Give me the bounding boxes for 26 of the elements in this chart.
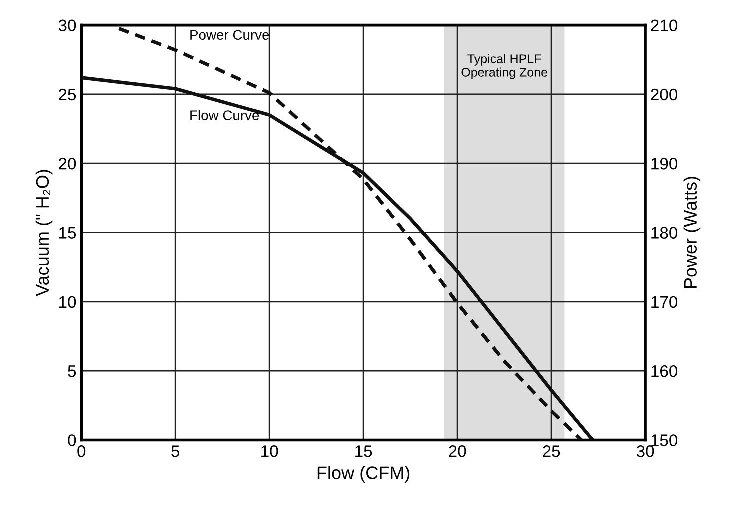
band-label: Typical HPLF Operating Zone xyxy=(462,54,548,80)
y-tick-label: 25 xyxy=(59,88,76,101)
y-tick-label: 10 xyxy=(59,296,76,308)
x-tick-label: 10 xyxy=(262,446,278,458)
y2-tick-label: 170 xyxy=(652,296,678,308)
y2-tick-label: 160 xyxy=(652,365,678,378)
x-tick-label: 0 xyxy=(78,446,86,458)
x-tick-label: 5 xyxy=(172,446,180,458)
y-tick-label: 0 xyxy=(68,434,76,446)
y2-tick-label: 180 xyxy=(652,227,678,239)
y-tick-label: 15 xyxy=(59,227,76,239)
x-tick-label: 15 xyxy=(356,446,372,458)
y2-tick-label: 210 xyxy=(651,20,678,32)
series-label: Flow Curve xyxy=(190,110,260,120)
y2-axis-title: Power (Watts) xyxy=(684,177,701,288)
x-tick-label: 20 xyxy=(449,446,466,458)
x-tick-label: 25 xyxy=(543,446,560,458)
y2-tick-label: 150 xyxy=(652,434,678,446)
y-tick-label: 30 xyxy=(58,20,76,32)
y-axis-title: Vacuum (" H₂O) xyxy=(36,170,53,296)
x-tick-label: 30 xyxy=(636,446,654,458)
y2-tick-label: 190 xyxy=(652,158,678,170)
y2-tick-label: 200 xyxy=(651,88,678,101)
y-tick-label: 20 xyxy=(59,158,76,170)
y-tick-label: 5 xyxy=(68,366,76,378)
x-axis-title: Flow (CFM) xyxy=(318,466,410,483)
